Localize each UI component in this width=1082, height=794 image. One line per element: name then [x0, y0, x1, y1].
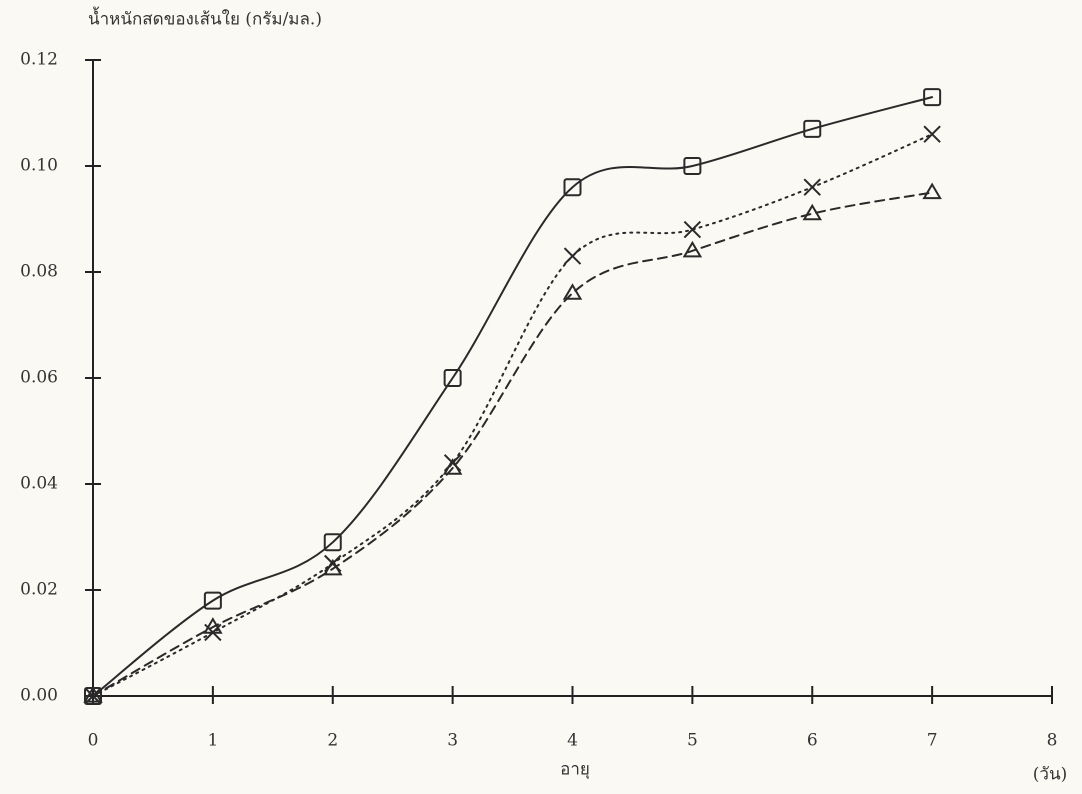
- y-axis-label: น้ำหนักสดของเส้นใย (กรัม/มล.): [88, 7, 322, 30]
- marker: [924, 185, 940, 199]
- x-tick-label: 2: [327, 731, 338, 751]
- marker: [924, 126, 940, 142]
- x-tick-label: 1: [207, 731, 218, 751]
- x-tick-label: 6: [807, 731, 818, 751]
- marker: [565, 248, 581, 264]
- marker: [804, 179, 820, 195]
- chart: น้ำหนักสดของเส้นใย (กรัม/มล.) อายุ (วัน)…: [0, 0, 1082, 794]
- x-tick-label: 4: [567, 731, 578, 751]
- y-tick-label: 0.02: [20, 580, 58, 600]
- x-tick-label: 8: [1047, 731, 1058, 751]
- x-tick-label: 7: [927, 731, 938, 751]
- y-tick-label: 0.10: [20, 156, 58, 176]
- y-tick-label: 0.08: [20, 262, 58, 282]
- x-tick-label: 3: [447, 731, 458, 751]
- page: น้ำหนักสดของเส้นใย (กรัม/มล.) อายุ (วัน)…: [0, 0, 1082, 794]
- series-line: [93, 193, 932, 697]
- y-tick-label: 0.12: [20, 50, 58, 70]
- y-tick-label: 0.04: [20, 474, 58, 494]
- y-tick-label: 0.00: [20, 686, 58, 706]
- x-axis-label: อายุ: [560, 760, 590, 780]
- x-tick-label: 0: [88, 731, 99, 751]
- marker: [684, 222, 700, 238]
- series-line: [93, 97, 932, 696]
- x-tick-label: 5: [687, 731, 698, 751]
- marker: [684, 243, 700, 257]
- y-tick-label: 0.06: [20, 368, 58, 388]
- x-axis-unit: (วัน): [1033, 765, 1067, 785]
